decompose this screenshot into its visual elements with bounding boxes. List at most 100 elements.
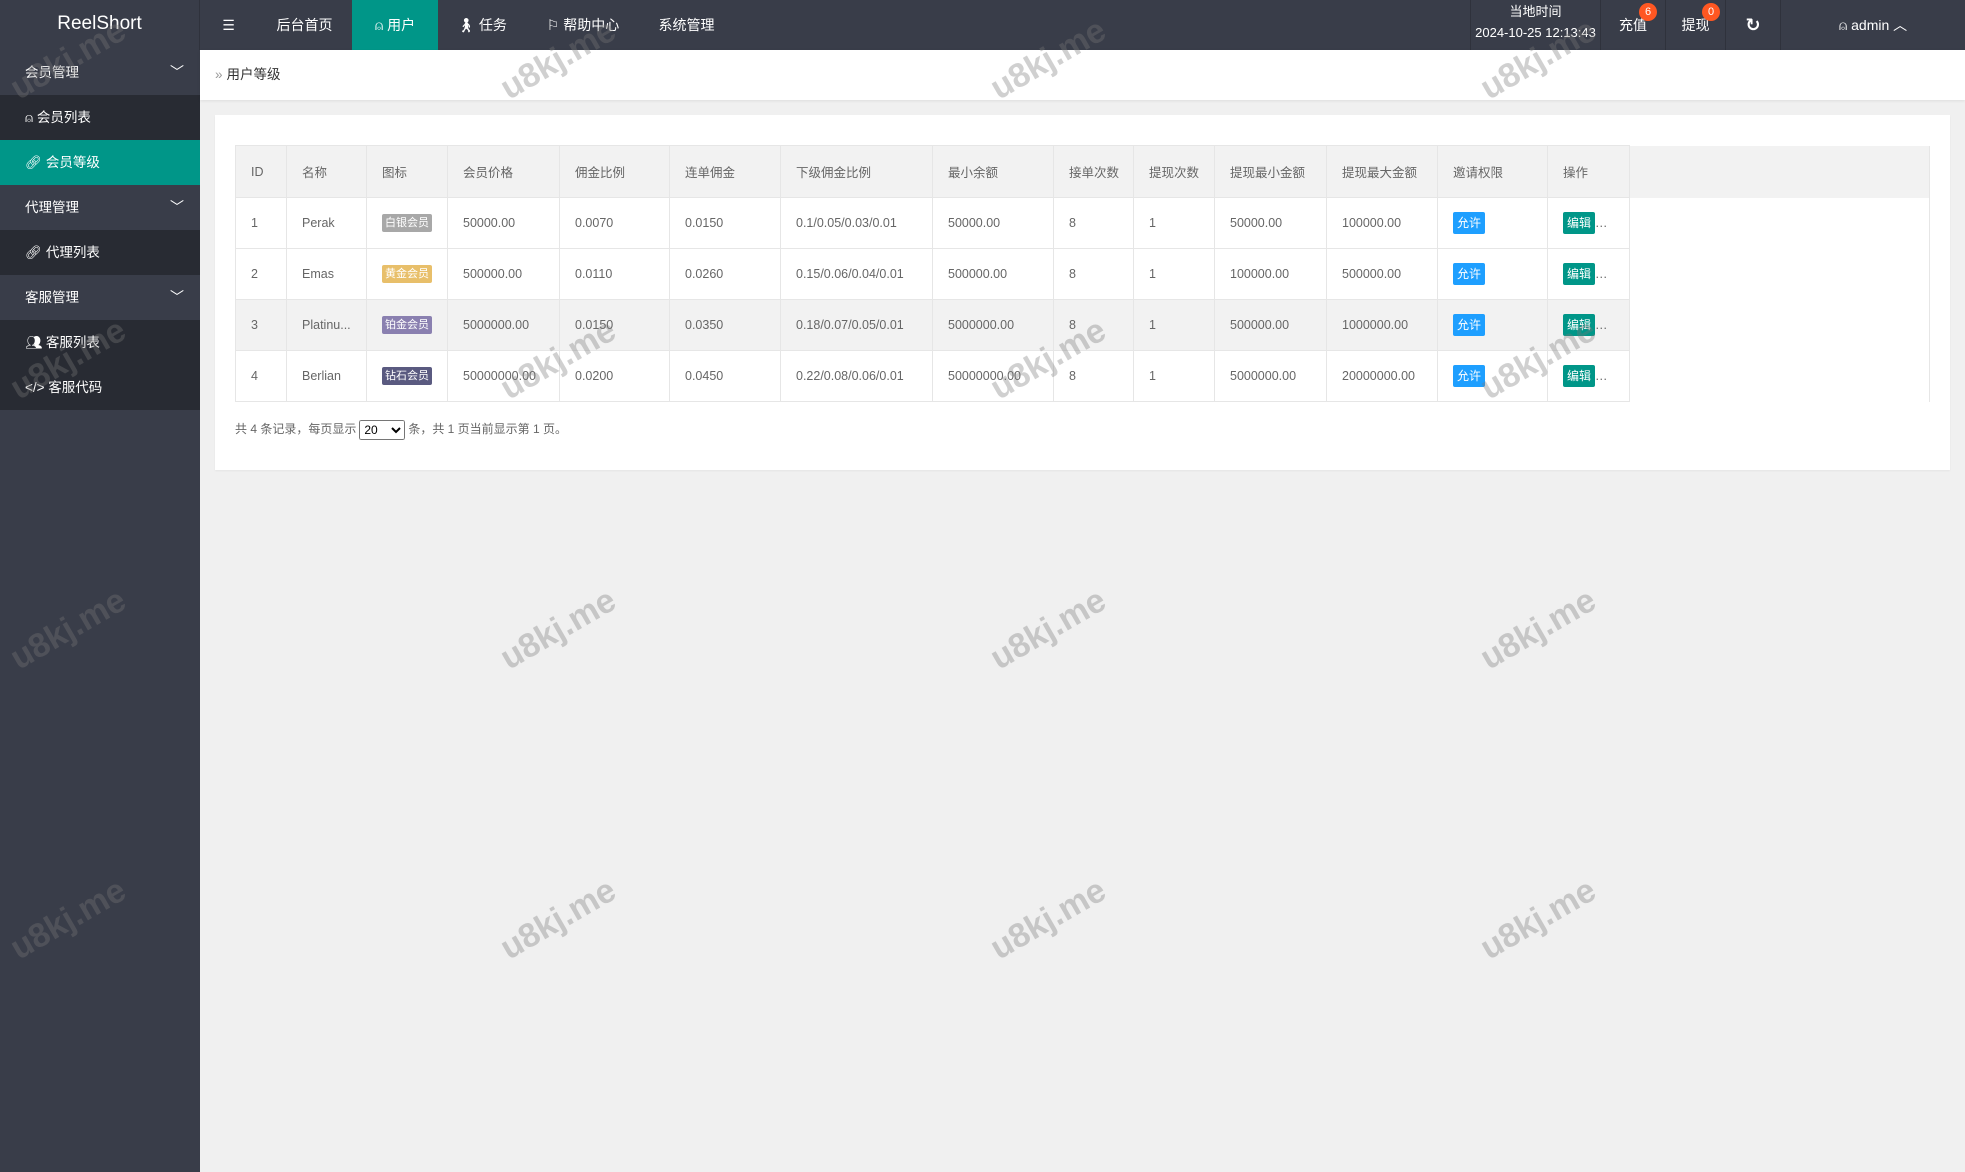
column-header: 提现最小金额 — [1214, 145, 1327, 198]
cell-price: 50000000.00 — [447, 350, 560, 402]
cell-icon: 黄金会员 — [366, 248, 448, 300]
chevron-down-icon: ﹀ — [170, 289, 184, 305]
row-filler — [1629, 197, 1930, 249]
table-row: 2 Emas 黄金会员 500000.00 0.0110 0.0260 0.15/0.06/… — [235, 248, 1930, 300]
withdraw-label: 提现 — [1681, 17, 1710, 33]
cell-price: 50000.00 — [447, 197, 560, 249]
more-icon[interactable]: … — [1595, 318, 1608, 332]
cell-id: 3 — [235, 299, 287, 351]
user-icon: ⍝ — [25, 110, 37, 125]
header-filler — [1629, 145, 1930, 198]
level-badge: 白银会员 — [382, 214, 432, 232]
edit-button[interactable]: 编辑 — [1563, 212, 1596, 234]
menu-toggle-icon[interactable]: ☰ — [222, 17, 235, 33]
more-icon[interactable]: … — [1595, 267, 1608, 281]
cell-wdmax: 500000.00 — [1326, 248, 1438, 300]
nav-system[interactable]: 系统管理 — [658, 17, 715, 33]
sidebar-group-agents[interactable]: 代理管理 ﹀ — [0, 185, 200, 230]
cell-price: 5000000.00 — [447, 299, 560, 351]
column-header: 最小余额 — [932, 145, 1054, 198]
sidebar: 会员管理 ﹀ ⍝ 会员列表 🔗︎ 会员等级 代理管理 ﹀ 🔗︎ 代理列表 客服管理 ﹀… — [0, 50, 200, 1172]
column-header: 会员价格 — [447, 145, 560, 198]
cell-wd: 1 — [1133, 248, 1215, 300]
invite-allow-button[interactable]: 允许 — [1453, 263, 1486, 285]
cell-icon: 铂金会员 — [366, 299, 448, 351]
watermark: u8kj.me — [1473, 580, 1603, 678]
sidebar-item-member-level[interactable]: 🔗︎ 会员等级 — [0, 140, 200, 185]
sidebar-group-support[interactable]: 客服管理 ﹀ — [0, 275, 200, 320]
sidebar-item-support-list[interactable]: 👥︎ 客服列表 — [0, 320, 200, 365]
watermark: u8kj.me — [493, 870, 623, 968]
refresh-icon[interactable]: ↻ — [1725, 0, 1780, 50]
cell-wdmin: 5000000.00 — [1214, 350, 1327, 402]
watermark: u8kj.me — [1473, 870, 1603, 968]
cell-min: 5000000.00 — [932, 299, 1054, 351]
cell-id: 1 — [235, 197, 287, 249]
page-size-select[interactable]: 20 — [359, 420, 406, 440]
edit-button[interactable]: 编辑 — [1563, 365, 1596, 387]
column-header: 连单佣金 — [669, 145, 781, 198]
chevron-down-icon: ﹀ — [170, 199, 184, 215]
row-filler — [1629, 299, 1930, 351]
column-header: 提现次数 — [1133, 145, 1215, 198]
cell-id: 4 — [235, 350, 287, 402]
cell-icon: 钻石会员 — [366, 350, 448, 402]
sidebar-item-member-list[interactable]: ⍝ 会员列表 — [0, 95, 200, 140]
more-icon[interactable]: … — [1595, 216, 1608, 230]
column-header: 名称 — [286, 145, 367, 198]
cell-edit: 编辑… — [1547, 299, 1630, 351]
sidebar-group-members[interactable]: 会员管理 ﹀ — [0, 50, 200, 95]
cell-wdmax: 1000000.00 — [1326, 299, 1438, 351]
cell-rate: 0.0150 — [559, 299, 670, 351]
row-filler — [1629, 248, 1930, 300]
breadcrumb-current: 用户等级 — [226, 67, 281, 82]
column-header: 操作 — [1547, 145, 1630, 198]
pagination-suffix: 条，共 1 页当前显示第 1 页。 — [408, 422, 568, 437]
cell-edit: 编辑… — [1547, 197, 1630, 249]
nav-home[interactable]: 后台首页 — [276, 17, 333, 33]
column-header: ID — [235, 145, 287, 198]
top-bar: ReelShort ☰ 后台首页 ⍝ 用户 🚶︎ 任务 ⚐ 帮助中心 系统管理 … — [0, 0, 1965, 50]
cell-wdmin: 100000.00 — [1214, 248, 1327, 300]
user-icon: ⍝ — [374, 17, 388, 33]
sidebar-item-support-code[interactable]: </> 客服代码 — [0, 365, 200, 410]
withdraw-button[interactable]: 提现 0 — [1665, 0, 1725, 50]
cell-wdmax: 100000.00 — [1326, 197, 1438, 249]
sidebar-item-agent-list[interactable]: 🔗︎ 代理列表 — [0, 230, 200, 275]
cell-name: Platinu... — [286, 299, 367, 351]
column-header: 图标 — [366, 145, 448, 198]
walk-icon: 🚶︎ — [457, 17, 479, 33]
cell-min: 500000.00 — [932, 248, 1054, 300]
user-menu[interactable]: ⍝ admin ︿ — [1780, 0, 1965, 50]
cell-wd: 1 — [1133, 299, 1215, 351]
cell-rate: 0.0200 — [559, 350, 670, 402]
recharge-button[interactable]: 充值 6 — [1600, 0, 1665, 50]
level-badge: 黄金会员 — [382, 265, 432, 283]
invite-allow-button[interactable]: 允许 — [1453, 365, 1486, 387]
link-icon: 🔗︎ — [25, 245, 46, 260]
edit-button[interactable]: 编辑 — [1563, 314, 1596, 336]
more-icon[interactable]: … — [1595, 369, 1608, 383]
invite-allow-button[interactable]: 允许 — [1453, 212, 1486, 234]
users-icon: 👥︎ — [25, 335, 46, 350]
cell-invite: 允许 — [1437, 248, 1548, 300]
watermark: u8kj.me — [983, 870, 1113, 968]
table-row: 1 Perak 白银会员 50000.00 0.0070 0.0150 0.1/0.05/0… — [235, 197, 1930, 249]
invite-allow-button[interactable]: 允许 — [1453, 314, 1486, 336]
flag-icon: ⚐ — [546, 17, 564, 33]
cell-id: 2 — [235, 248, 287, 300]
cell-sub: 0.22/0.08/0.06/0.01 — [780, 350, 933, 402]
time-value: 2024-10-25 12:13:43 — [1475, 25, 1596, 40]
level-badge: 钻石会员 — [382, 367, 432, 385]
cell-combo: 0.0260 — [669, 248, 781, 300]
cell-wd: 1 — [1133, 350, 1215, 402]
nav-users[interactable]: ⍝ 用户 — [352, 0, 438, 50]
column-header: 接单次数 — [1053, 145, 1134, 198]
nav-tasks[interactable]: 🚶︎ 任务 — [457, 17, 507, 33]
cell-orders: 8 — [1053, 299, 1134, 351]
cell-rate: 0.0070 — [559, 197, 670, 249]
nav-help[interactable]: ⚐ 帮助中心 — [546, 17, 620, 33]
cell-wd: 1 — [1133, 197, 1215, 249]
cell-name: Berlian — [286, 350, 367, 402]
edit-button[interactable]: 编辑 — [1563, 263, 1596, 285]
